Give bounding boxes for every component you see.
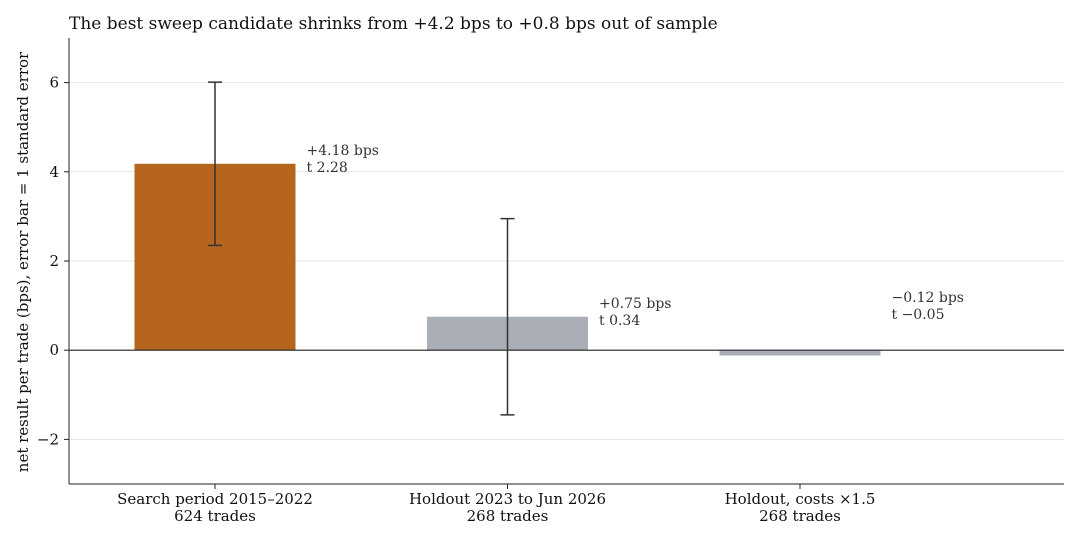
data-label: t −0.05 bbox=[892, 307, 945, 323]
y-tick-label: 2 bbox=[49, 252, 59, 270]
x-tick-label: 624 trades bbox=[174, 507, 256, 525]
x-tick-label: Search period 2015–2022 bbox=[117, 490, 313, 508]
x-tick-label: 268 trades bbox=[467, 507, 549, 525]
data-label: +0.75 bps bbox=[599, 296, 671, 312]
x-tick-label: 268 trades bbox=[759, 507, 841, 525]
bar bbox=[719, 350, 881, 356]
chart-title: The best sweep candidate shrinks from +4… bbox=[69, 14, 718, 34]
y-tick-label: 0 bbox=[49, 341, 59, 359]
x-tick-label: Holdout 2023 to Jun 2026 bbox=[409, 490, 606, 508]
data-label: +4.18 bps bbox=[307, 143, 379, 159]
y-tick-label: 6 bbox=[49, 74, 59, 92]
data-label: −0.12 bps bbox=[892, 290, 964, 306]
data-label: t 2.28 bbox=[307, 160, 348, 176]
y-tick-label: 4 bbox=[49, 163, 59, 181]
y-tick-label: −2 bbox=[37, 430, 59, 448]
data-label: t 0.34 bbox=[599, 313, 640, 329]
x-tick-label: Holdout, costs ×1.5 bbox=[725, 490, 876, 508]
